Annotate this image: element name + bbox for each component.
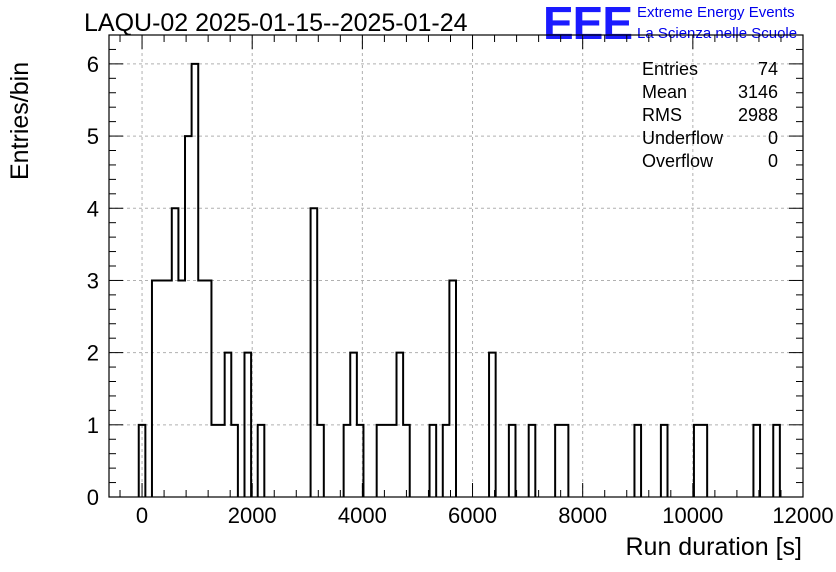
tick-labels: 0 2000 4000 6000 8000 10000 12000 0 1 2 3 4 5 6 xyxy=(87,52,834,528)
logo-line-2: La Scienza nelle Scuole xyxy=(637,25,798,42)
y-axis-label: Entries/bin xyxy=(6,61,34,180)
axis-ticks xyxy=(109,35,804,498)
x-tick-label: 4000 xyxy=(338,503,387,528)
eee-logo: EEE xyxy=(543,0,633,49)
histogram-bin xyxy=(218,425,225,497)
chart-title: LAQU-02 2025-01-15--2025-01-24 xyxy=(84,9,468,37)
logo-line-1: Extreme Energy Events xyxy=(637,4,795,21)
stat-value: 74 xyxy=(757,59,778,79)
stat-value: 0 xyxy=(767,128,778,148)
histogram-bin xyxy=(211,425,218,497)
x-tick-label: 2000 xyxy=(228,503,277,528)
x-tick-label: 8000 xyxy=(558,503,607,528)
stat-label: Mean xyxy=(642,82,688,102)
stat-label: Overflow xyxy=(642,151,714,171)
histogram-bin xyxy=(178,280,185,497)
x-tick-label: 0 xyxy=(136,503,148,528)
histogram-bin xyxy=(159,280,166,497)
y-tick-label: 3 xyxy=(87,268,99,293)
x-tick-label: 12000 xyxy=(772,503,833,528)
y-tick-label: 1 xyxy=(87,413,99,438)
stat-label: Underflow xyxy=(642,128,724,148)
histogram-bin xyxy=(390,425,397,497)
stat-label: RMS xyxy=(642,105,682,125)
histogram-bins xyxy=(137,62,781,497)
x-axis-label: Run duration [s] xyxy=(625,533,803,561)
stat-value: 3146 xyxy=(737,82,778,102)
histogram-bin xyxy=(165,280,172,497)
stat-value: 2988 xyxy=(737,105,778,125)
stat-label: Entries xyxy=(642,59,699,79)
y-tick-label: 5 xyxy=(87,124,99,149)
histogram-outline xyxy=(137,62,781,497)
stat-value: 0 xyxy=(767,151,778,171)
y-tick-label: 6 xyxy=(87,52,99,77)
histogram-bin xyxy=(383,425,390,497)
y-tick-label: 4 xyxy=(87,196,99,221)
x-tick-label: 10000 xyxy=(662,503,723,528)
y-tick-label: 0 xyxy=(87,485,99,510)
x-tick-label: 6000 xyxy=(448,503,497,528)
histogram-bin xyxy=(198,280,205,497)
y-tick-label: 2 xyxy=(87,341,99,366)
